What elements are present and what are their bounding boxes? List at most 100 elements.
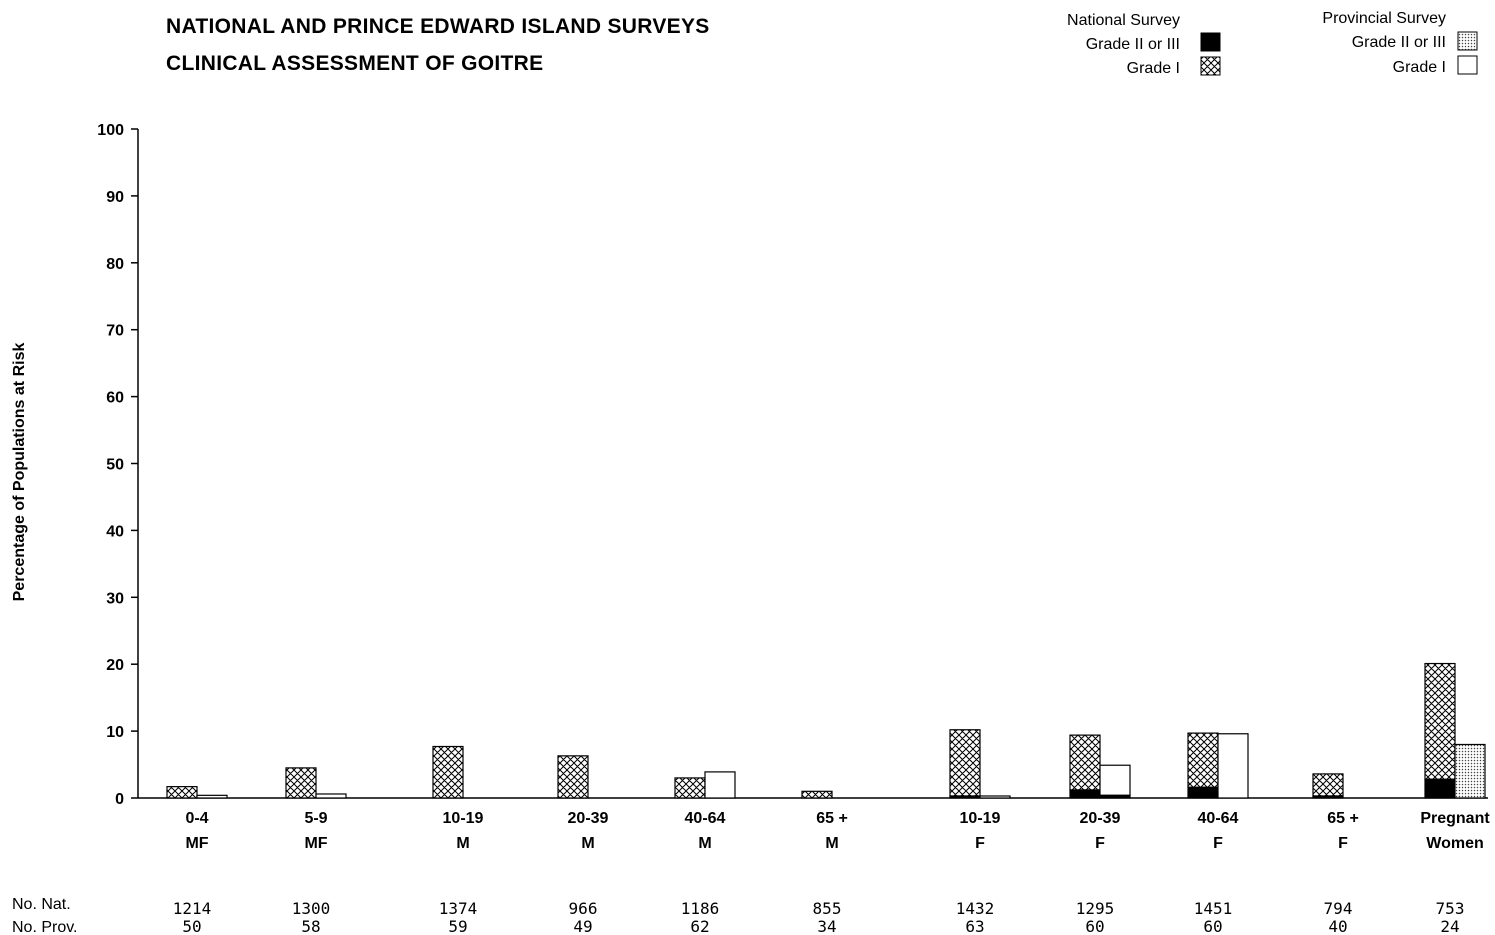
count-national: 1186 (681, 899, 720, 918)
chart-title-line-1: NATIONAL AND PRINCE EDWARD ISLAND SURVEY… (166, 15, 710, 38)
count-national: 1214 (173, 899, 212, 918)
category-age-label: 0-4 (185, 810, 208, 827)
count-row-label-nat: No. Nat. (12, 896, 71, 913)
legend-national-title: National Survey (1067, 12, 1180, 29)
count-provincial: 49 (573, 917, 592, 935)
y-tick-label: 30 (106, 590, 124, 607)
bar-national-grade-1 (1312, 773, 1344, 797)
y-axis-label: Percentage of Populations at Risk (11, 343, 28, 602)
count-provincial: 60 (1085, 917, 1104, 935)
bar-national-grade-2-3 (1069, 789, 1101, 799)
count-provincial: 50 (182, 917, 201, 935)
bar-provincial-grade-2-3 (1099, 794, 1131, 799)
category-age-label: 40-64 (685, 810, 726, 827)
category-sex-label: MF (304, 835, 327, 852)
category-age-label: 65 + (1327, 810, 1359, 827)
bar-national-grade-1 (1069, 734, 1101, 791)
bar-provincial-grade-2-3 (1454, 743, 1486, 799)
y-tick-label: 50 (106, 457, 124, 474)
count-national: 855 (813, 899, 842, 918)
count-national: 1451 (1194, 899, 1233, 918)
category-age-label: 10-19 (443, 810, 484, 827)
y-ticks: 0 10 20 30 40 50 60 70 80 90 100 (97, 122, 138, 808)
category-sex-label: F (1095, 835, 1105, 852)
y-tick-label: 80 (106, 256, 124, 273)
bar-provincial-grade-1 (1099, 764, 1131, 796)
legend-provincial-grade-1-swatch (1457, 55, 1478, 75)
category-age-label: 65 + (816, 810, 848, 827)
y-tick-label: 20 (106, 657, 124, 674)
category-age-label: 40-64 (1198, 810, 1239, 827)
y-tick-label: 10 (106, 724, 124, 741)
count-national: 1374 (439, 899, 478, 918)
legend-national-grade-1-swatch (1200, 56, 1221, 76)
category-sex-label: MF (185, 835, 208, 852)
legend-provincial-grade-2-3-label: Grade II or III (1352, 34, 1446, 51)
bar-national-grade-2-3 (1424, 778, 1456, 799)
legend-national-grade-2-3-label: Grade II or III (1086, 36, 1180, 53)
bar-national-grade-1 (1187, 732, 1219, 788)
legend-national: National Survey Grade II or III Grade I (1067, 12, 1221, 77)
count-provincial: 62 (690, 917, 709, 935)
y-tick-label: 60 (106, 390, 124, 407)
bar-national-grade-1 (801, 790, 833, 799)
count-national: 1432 (956, 899, 995, 918)
legend-national-grade-1-label: Grade I (1127, 60, 1180, 77)
category-sex-label: M (456, 835, 469, 852)
bar-national-grade-1 (674, 777, 706, 799)
bar-national-grade-1 (949, 729, 981, 797)
category-sex-label: F (975, 835, 985, 852)
count-provincial: 58 (301, 917, 320, 935)
count-provincial: 24 (1440, 917, 1459, 935)
count-provincial: 60 (1203, 917, 1222, 935)
legend-provincial-grade-2-3-swatch (1457, 31, 1478, 51)
category-sex-label: M (825, 835, 838, 852)
count-national: 1295 (1076, 899, 1115, 918)
count-provincial: 59 (448, 917, 467, 935)
category-sex-label: M (581, 835, 594, 852)
count-row-label-prov: No. Prov. (12, 919, 78, 935)
count-national: 794 (1324, 899, 1353, 918)
bar-national-grade-1 (557, 755, 589, 799)
bar-national-grade-1 (432, 745, 464, 799)
count-provincial: 40 (1328, 917, 1347, 935)
bar-provincial-grade-1 (979, 795, 1011, 799)
category-sex-label: F (1213, 835, 1223, 852)
y-tick-label: 40 (106, 523, 124, 540)
category-sex-label: F (1338, 835, 1348, 852)
category-labels: 0-4 MF 5-9 MF 10-19 M 20-39 M 40-64 M 65 + M 10-19 F 2… (185, 810, 1490, 852)
bar-national-grade-1 (166, 786, 198, 799)
bar-national-grade-2-3 (1187, 786, 1219, 799)
category-sex-label: M (698, 835, 711, 852)
legend-national-grade-2-3-swatch (1200, 32, 1221, 52)
bar-provincial-grade-1 (315, 793, 347, 799)
y-tick-label: 90 (106, 189, 124, 206)
count-national: 753 (1436, 899, 1465, 918)
category-age-label: 20-39 (568, 810, 609, 827)
bar-national-grade-1 (285, 767, 317, 799)
y-tick-label: 100 (97, 122, 124, 139)
category-age-label: 5-9 (304, 810, 327, 827)
category-age-label: 10-19 (960, 810, 1001, 827)
bar-provincial-grade-1 (1217, 733, 1249, 799)
count-provincial: 34 (817, 917, 836, 935)
bar-provincial-grade-1 (196, 794, 228, 799)
bars (166, 662, 1486, 799)
legend-provincial-grade-1-label: Grade I (1393, 59, 1446, 76)
legend-provincial: Provincial Survey Grade II or III Grade … (1322, 10, 1478, 76)
legend-provincial-title: Provincial Survey (1322, 10, 1446, 27)
y-tick-label: 0 (115, 791, 124, 808)
bar-national-grade-2-3 (949, 795, 981, 799)
category-sex-label: Women (1426, 835, 1483, 852)
count-national: 966 (569, 899, 598, 918)
bar-provincial-grade-1 (704, 771, 736, 799)
chart-title-line-2: CLINICAL ASSESSMENT OF GOITRE (166, 52, 543, 75)
count-provincial: 63 (965, 917, 984, 935)
bar-national-grade-2-3 (1312, 795, 1344, 799)
y-tick-label: 70 (106, 323, 124, 340)
bar-national-grade-1 (1424, 662, 1456, 780)
category-age-label: 20-39 (1080, 810, 1121, 827)
count-national: 1300 (292, 899, 331, 918)
